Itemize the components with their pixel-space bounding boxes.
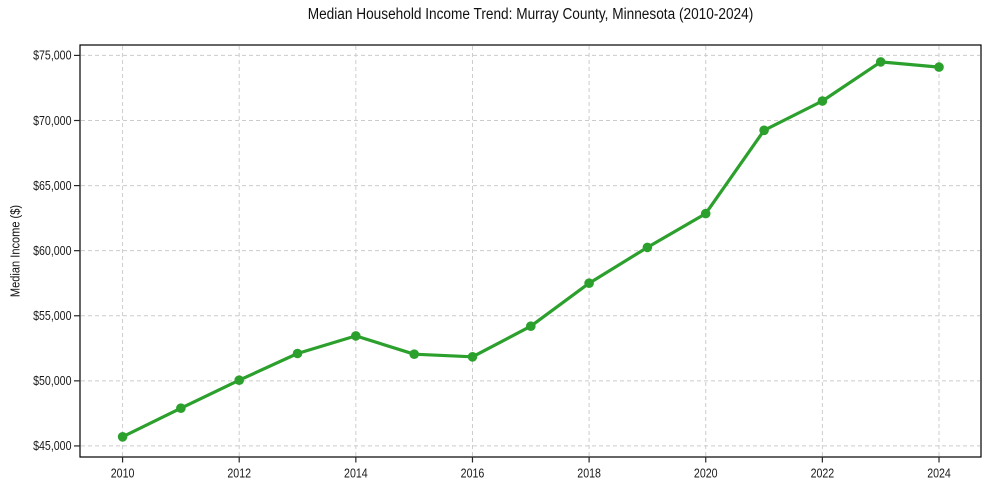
y-tick-label: $45,000 [33, 439, 71, 453]
x-tick-label: 2010 [111, 467, 135, 481]
x-tick-label: 2018 [577, 467, 601, 481]
x-tick-label: 2012 [227, 467, 251, 481]
chart-title: Median Household Income Trend: Murray Co… [307, 6, 754, 23]
data-point-2018 [584, 278, 594, 289]
data-point-2017 [526, 321, 536, 332]
x-tick-label: 2024 [927, 467, 951, 481]
x-tick-label: 2022 [811, 467, 835, 481]
data-point-2013 [292, 348, 303, 359]
data-point-2015 [409, 349, 420, 360]
data-point-2011 [176, 403, 186, 414]
data-point-2022 [817, 96, 828, 106]
x-tick-label: 2014 [344, 467, 368, 481]
data-point-2024 [934, 62, 944, 72]
y-tick-label: $50,000 [33, 374, 71, 388]
data-point-2010 [117, 432, 128, 442]
y-tick-label: $60,000 [33, 244, 71, 258]
data-point-2016 [467, 352, 478, 362]
data-point-2012 [234, 375, 244, 386]
y-tick-label: $55,000 [33, 309, 71, 323]
data-point-2014 [351, 331, 361, 341]
x-tick-label: 2016 [461, 467, 485, 481]
data-point-2019 [642, 242, 653, 253]
y-tick-label: $70,000 [33, 114, 71, 128]
y-tick-label: $65,000 [33, 179, 71, 193]
y-tick-label: $75,000 [33, 49, 71, 63]
data-point-2023 [875, 57, 886, 67]
x-tick-label: 2020 [694, 467, 718, 481]
data-point-2021 [759, 125, 769, 136]
data-point-2020 [700, 208, 711, 219]
